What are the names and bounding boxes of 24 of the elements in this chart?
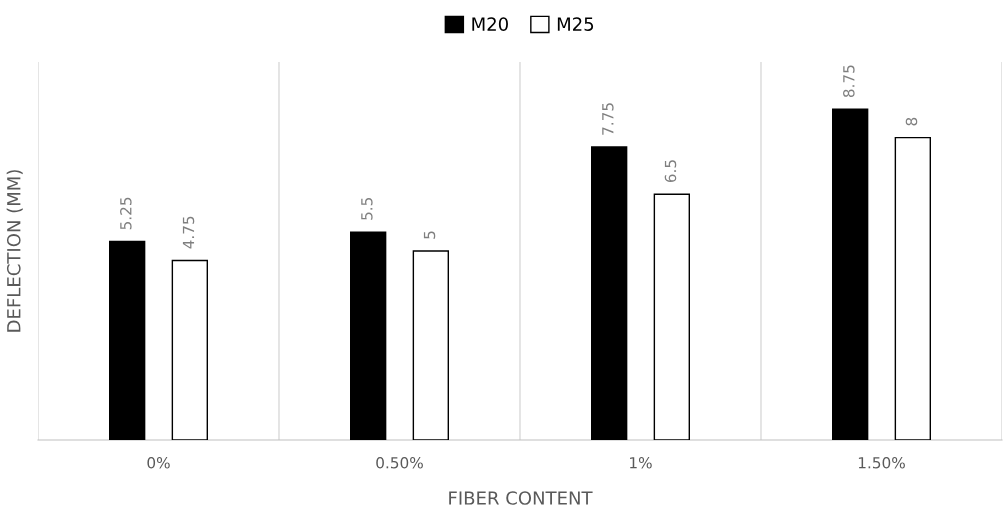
bar bbox=[591, 146, 628, 440]
data-label: 5.25 bbox=[120, 197, 132, 230]
bar bbox=[171, 259, 208, 440]
bar bbox=[109, 240, 146, 440]
y-axis-title: DEFLECTION (MM) bbox=[6, 170, 23, 332]
legend-label: M25 bbox=[557, 17, 594, 31]
bar bbox=[832, 108, 869, 440]
x-tick-label: 0% bbox=[147, 456, 170, 469]
data-label: 4.75 bbox=[182, 216, 195, 249]
data-label: 6.5 bbox=[664, 160, 677, 183]
x-tick-label: 0.50% bbox=[376, 456, 423, 469]
bar bbox=[653, 193, 690, 440]
x-tick-label: 1.50% bbox=[858, 456, 905, 469]
data-label: 5.5 bbox=[361, 198, 373, 220]
bar bbox=[894, 136, 931, 440]
x-axis-title: FIBER CONTENT bbox=[449, 491, 593, 505]
data-label: 5 bbox=[423, 231, 436, 239]
bar bbox=[412, 250, 449, 440]
data-label: 8.75 bbox=[843, 65, 855, 98]
x-tick-label: 1% bbox=[630, 456, 652, 469]
data-label: 7.75 bbox=[602, 103, 614, 135]
data-label: 8 bbox=[905, 117, 918, 126]
legend-label: M20 bbox=[472, 17, 508, 31]
bar bbox=[350, 231, 387, 440]
